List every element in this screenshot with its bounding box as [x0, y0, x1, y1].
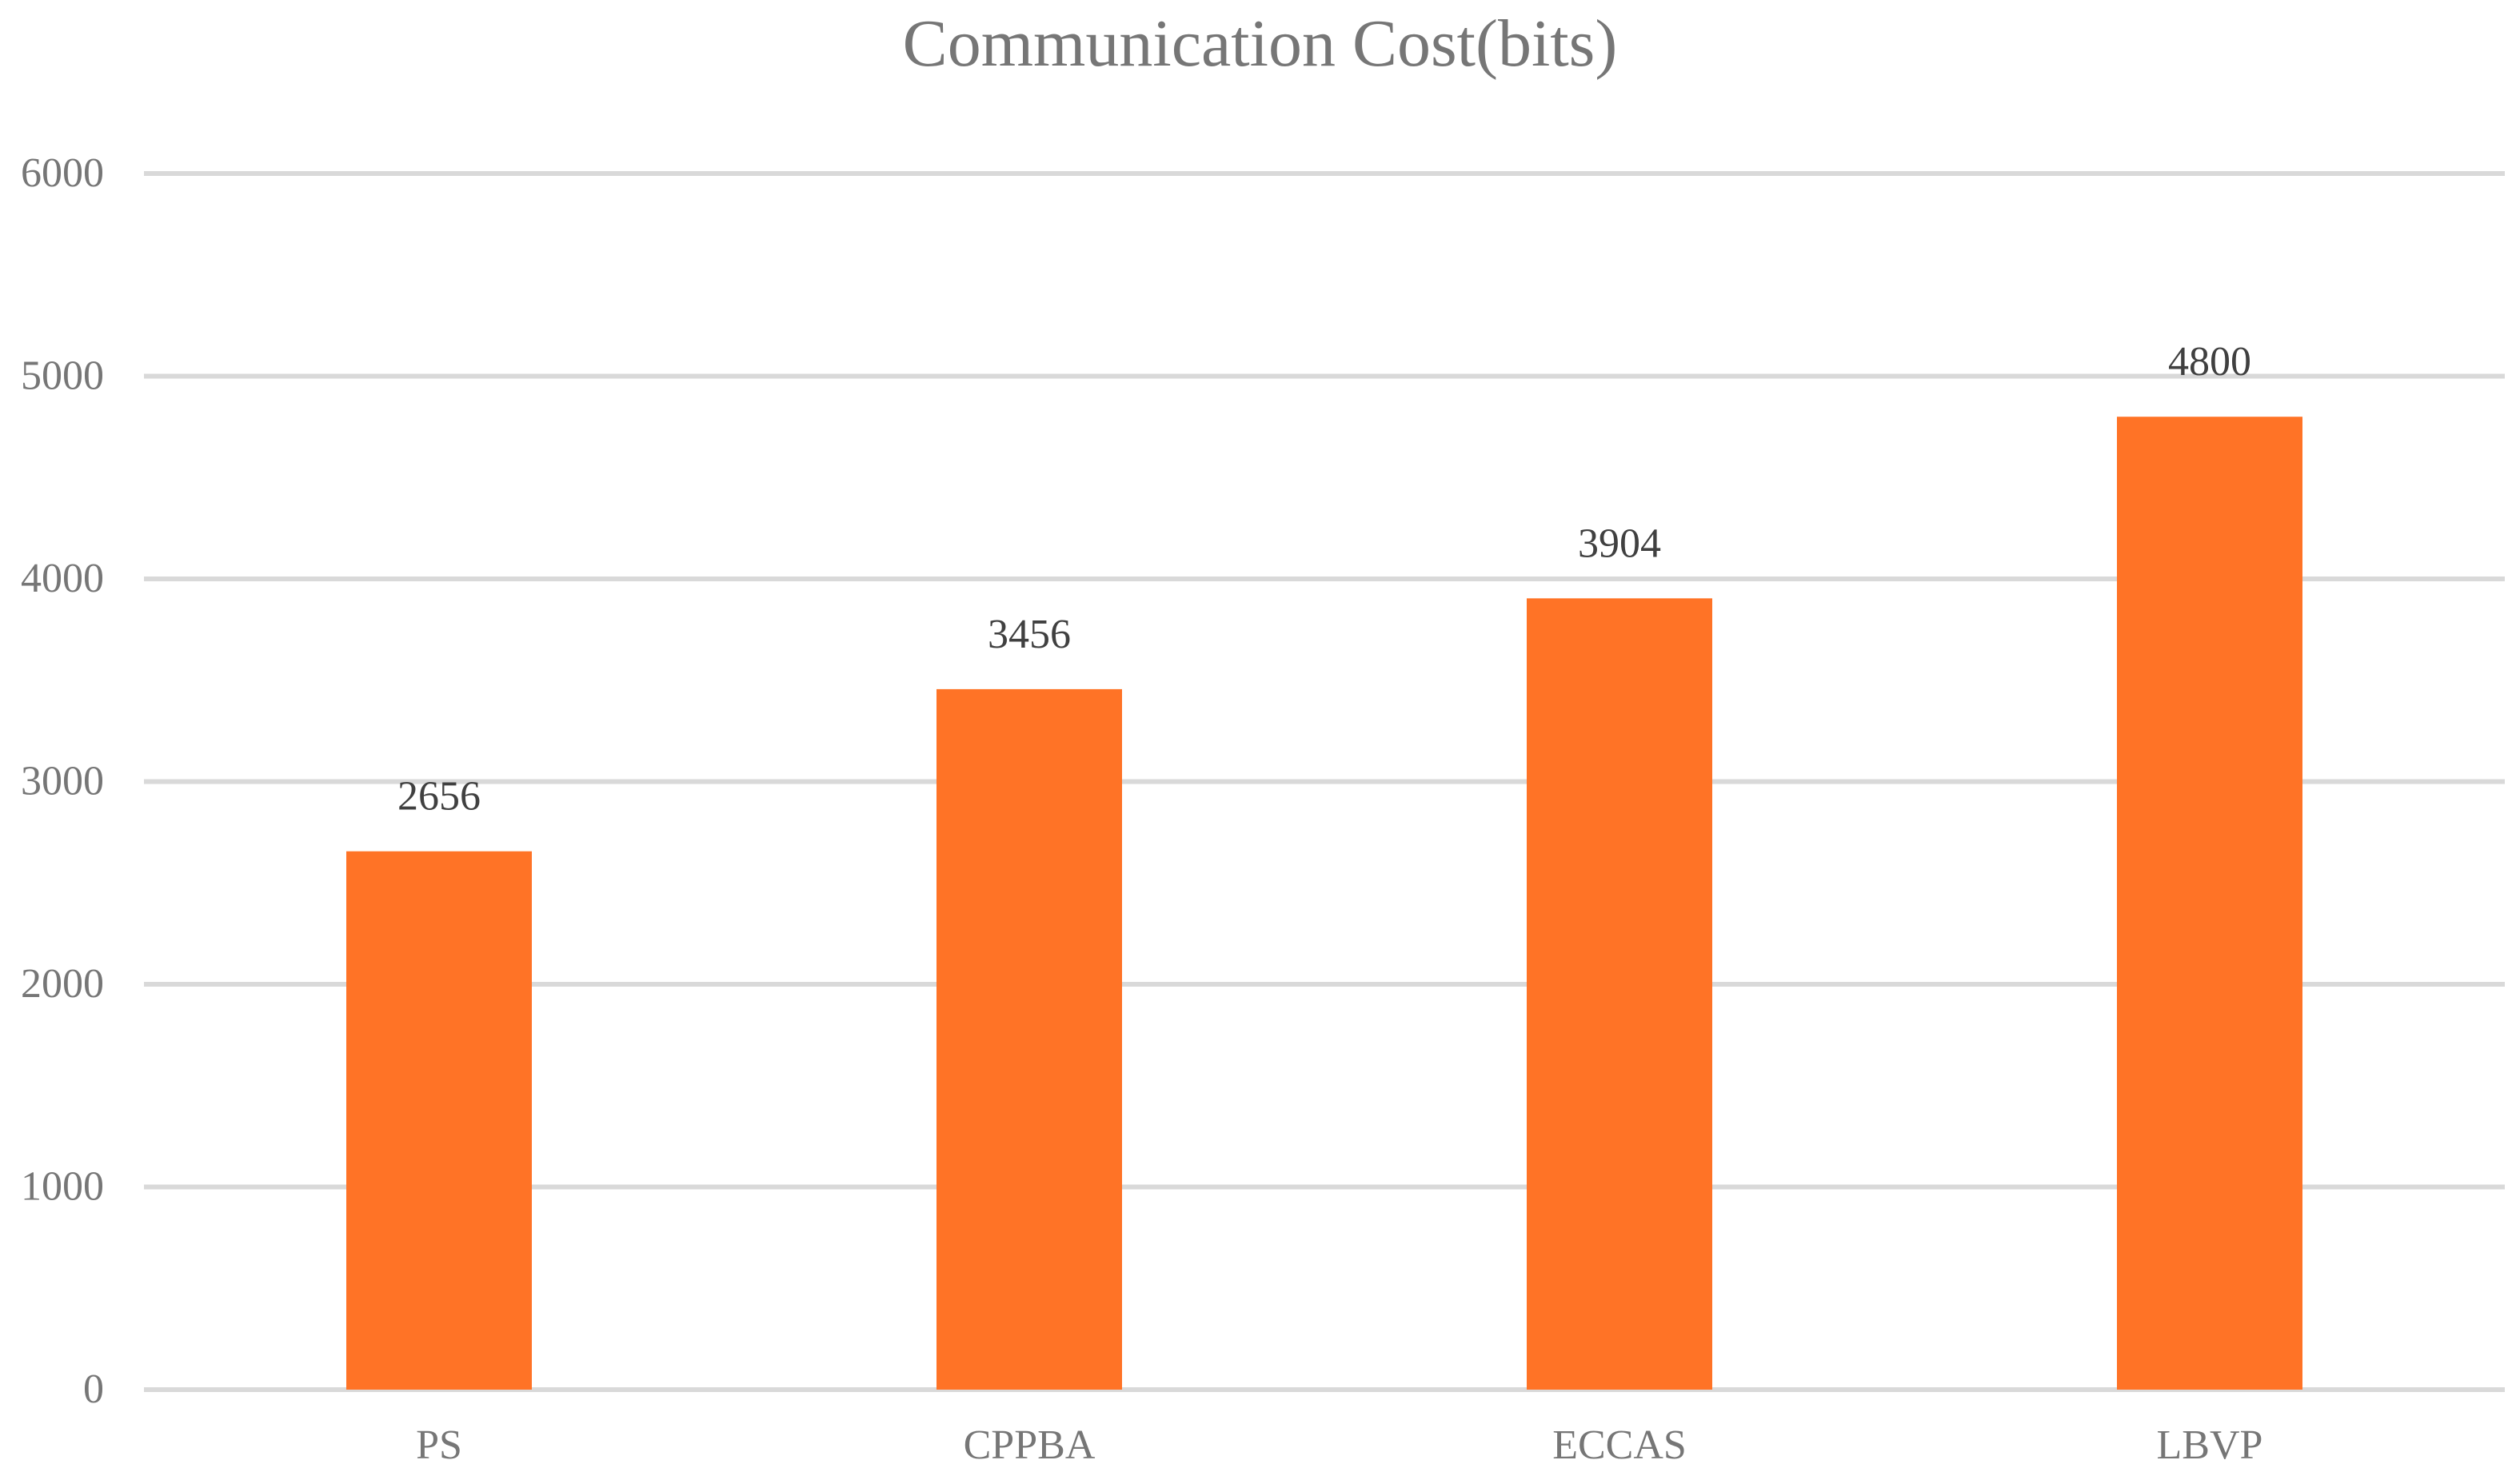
x-tick-label: ECCAS	[1552, 1422, 1687, 1468]
data-label: 4800	[2168, 339, 2251, 385]
bar-lbvp	[2117, 417, 2302, 1390]
y-tick-label: 6000	[21, 150, 104, 196]
x-axis-ticks: PS CPPBA ECCAS LBVP	[416, 1422, 2262, 1468]
bars	[346, 417, 2302, 1390]
data-label: 3456	[988, 612, 1071, 657]
x-tick-label: PS	[416, 1422, 462, 1468]
y-tick-label: 0	[83, 1366, 104, 1412]
y-tick-label: 5000	[21, 353, 104, 399]
y-tick-label: 2000	[21, 961, 104, 1007]
y-tick-label: 1000	[21, 1164, 104, 1210]
x-tick-label: LBVP	[2157, 1422, 2263, 1468]
data-label: 3904	[1578, 521, 1661, 566]
y-axis-ticks: 0 1000 2000 3000 4000 5000 6000	[21, 150, 104, 1412]
y-tick-label: 3000	[21, 759, 104, 804]
x-tick-label: CPPBA	[964, 1422, 1096, 1468]
chart-title: Communication Cost(bits)	[902, 6, 1618, 81]
bar-eccas	[1527, 598, 1712, 1390]
gridlines	[144, 171, 2505, 1392]
y-tick-label: 4000	[21, 556, 104, 601]
bar-cppba	[937, 688, 1122, 1390]
data-labels: 2656 3456 3904 4800	[397, 339, 2251, 820]
data-label: 2656	[397, 774, 481, 820]
bar-ps	[346, 851, 532, 1390]
